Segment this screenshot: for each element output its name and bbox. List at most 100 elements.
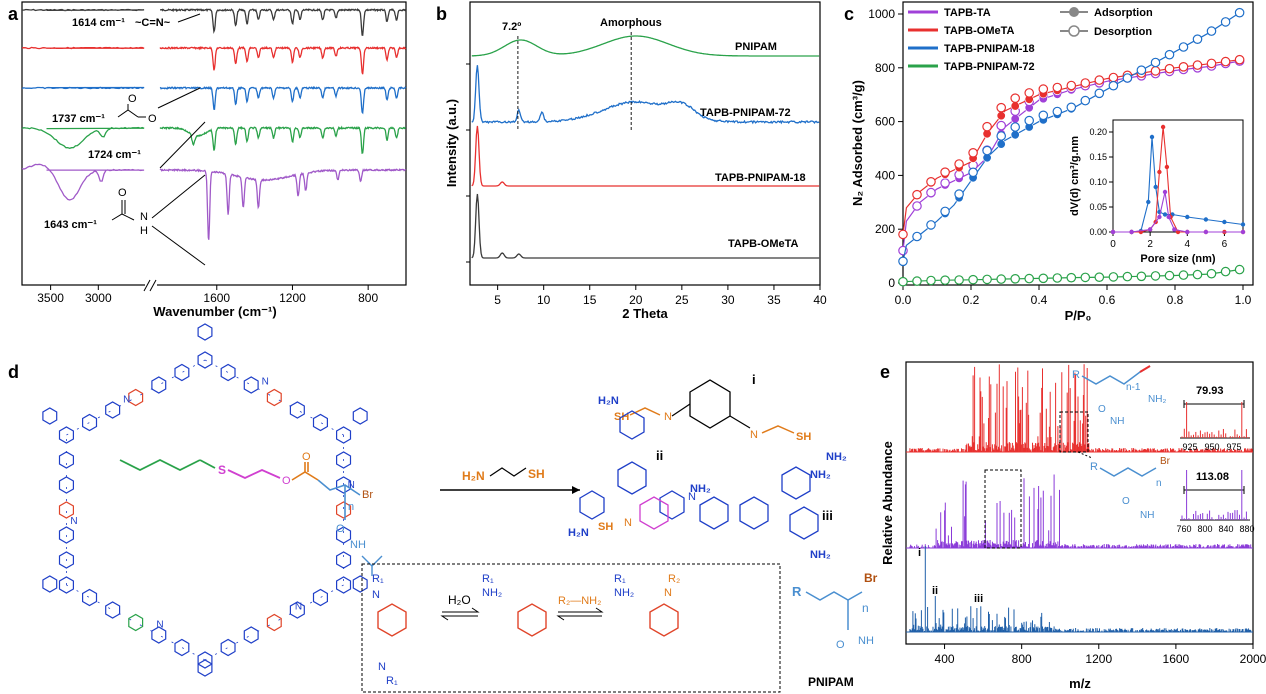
ms-inset-top-tick: 950: [1204, 442, 1219, 452]
isotherm-panel: 0.0 0.2 0.4 0.6 0.8 1.0 0 200 400 600 800 1000 P/P₀…: [850, 1, 1254, 323]
iso-des-point: [898, 276, 908, 287]
framework-edge-ring: [128, 613, 144, 632]
xrd-series: [471, 193, 820, 259]
iso-des-point: [1178, 42, 1189, 52]
isotherm-x-label: P/P₀: [1065, 308, 1092, 323]
prod-i-bond1: [671, 403, 691, 417]
framework-imine-n: N: [156, 620, 163, 631]
inset-point: [1110, 229, 1116, 235]
ms-x-tick-label: 2000: [1240, 652, 1266, 666]
inset-x-tick-label: 0: [1110, 239, 1116, 250]
inset-point: [1162, 212, 1168, 217]
inset-point: [1157, 214, 1162, 220]
iso-y-tick-label: 600: [875, 115, 895, 129]
iso-x-tick-label: 0.4: [1031, 293, 1048, 307]
ms-inset-mid-tick: 840: [1218, 524, 1233, 534]
ms-inset-mid-tick: 880: [1239, 524, 1254, 534]
inset-point: [1240, 222, 1246, 227]
amide-n: N: [140, 211, 148, 223]
ftir-arrow-1737: [157, 87, 201, 109]
iso-des-point: [982, 145, 992, 156]
framework-edge-ring: [289, 601, 305, 619]
iso-des-point: [1052, 273, 1063, 283]
framework-vertex-ring: [336, 576, 352, 594]
eq-ring-3: [649, 603, 679, 637]
inset-y-tick-label: 0.05: [1089, 202, 1107, 212]
framework-vertex-ring: [197, 351, 213, 369]
prod-iii-nh2-bottom: NH₂: [810, 549, 831, 561]
frag-top-o: O: [1098, 404, 1106, 415]
panel-label-b: b: [436, 4, 447, 24]
iso-des-point: [1206, 58, 1217, 69]
framework-edge-ring: [336, 551, 352, 569]
prod-iii-n1: N: [688, 491, 696, 503]
eq-n-right: N: [664, 587, 672, 599]
prod-iii-ring-left: [699, 496, 729, 530]
axis-break-gap: [145, 280, 157, 290]
inset-point: [1146, 199, 1151, 205]
cof-framework: N N N N N N: [42, 323, 368, 677]
ms-peak-ii: ii: [932, 585, 938, 597]
ms-inset-mid-tick: 800: [1197, 524, 1212, 534]
scheme-panel: N N N N N N S O O n Br O NH H₂N SH SH N: [42, 323, 878, 693]
iso-des-point: [1150, 66, 1161, 76]
ftir-annot-1614: 1614 cm⁻¹: [72, 17, 125, 29]
eq-ring-1: [377, 603, 407, 637]
amide-structure: [111, 200, 135, 221]
iso-x-tick-label: 0.8: [1167, 293, 1184, 307]
frag-top-nh: NH: [1110, 416, 1124, 427]
ftir-series-left: [21, 163, 145, 201]
ms-x-tick-label: 1200: [1085, 652, 1112, 666]
chain-ester-o: O: [302, 451, 311, 463]
iso-des-point: [1080, 272, 1091, 283]
panel-label-c: c: [844, 4, 854, 24]
isotherm-y-label: N₂ Adsorbed (cm³/g): [850, 80, 865, 206]
inset-x-tick-label: 6: [1222, 239, 1228, 250]
iso-des-point: [1192, 269, 1203, 280]
ms-peak-iii: iii: [974, 593, 983, 605]
iso-x-tick-label: 0.2: [963, 293, 980, 307]
framework-edge-ring: [58, 526, 75, 544]
eq-arrows-1: [440, 607, 480, 621]
inset-point: [1185, 214, 1190, 220]
framework-edge-ring: [105, 601, 121, 619]
inset-point: [1203, 217, 1209, 222]
iso-x-tick-label: 0.6: [1099, 293, 1116, 307]
iso-des-point: [1164, 63, 1175, 74]
ms-zoom-link: [1077, 451, 1093, 459]
framework-vertex-ring: [58, 426, 75, 444]
eq-n-bottom: N: [378, 661, 386, 673]
chain-side-nh: NH: [350, 539, 366, 551]
ftir-series-left: [21, 8, 145, 12]
framework-vertex-ring: [197, 651, 213, 669]
inset-y-tick-label: 0.00: [1089, 227, 1107, 237]
prod-ii-ring-right: [659, 490, 685, 520]
inset-point: [1147, 227, 1153, 232]
pnipam-structure: R Br n O NH PNIPAM: [792, 571, 878, 689]
iso-y-tick-label: 1000: [868, 7, 895, 21]
isotherm-legend: TAPB-TA TAPB-OMeTA TAPB-PNIPAM-18 TAPB-P…: [908, 7, 1153, 73]
ftir-series-right: [159, 85, 407, 115]
framework-imine-n: N: [123, 395, 130, 406]
inset-point: [1172, 227, 1177, 232]
iso-des-point: [1164, 270, 1175, 281]
prod-i-bond2: [729, 415, 751, 429]
reaction-arrowhead: [572, 486, 580, 494]
iso-x-tick-label: 1.0: [1235, 293, 1252, 307]
iso-y-tick-label: 400: [875, 168, 895, 182]
ftir-spectra: [21, 8, 407, 240]
ftir-annot-1724: 1724 cm⁻¹: [88, 149, 141, 161]
framework-edge-ring: [312, 588, 328, 607]
iso-x-tick-label: 0.0: [895, 293, 912, 307]
iso-des-point: [996, 102, 1006, 113]
inset-x-tick-label: 2: [1147, 239, 1153, 250]
eq-n-top: N: [372, 589, 380, 601]
xrd-tick-label: 25: [675, 293, 689, 307]
xrd-label-ometa: TAPB-OMeTA: [728, 238, 799, 250]
pnipam-br: Br: [864, 571, 878, 585]
xrd-series: [471, 35, 820, 57]
iso-des-point: [1206, 268, 1217, 279]
framework-vertex-ring: [58, 576, 75, 594]
ftir-x-label: Wavenumber (cm⁻¹): [153, 304, 276, 319]
iso-des-point: [996, 131, 1006, 141]
